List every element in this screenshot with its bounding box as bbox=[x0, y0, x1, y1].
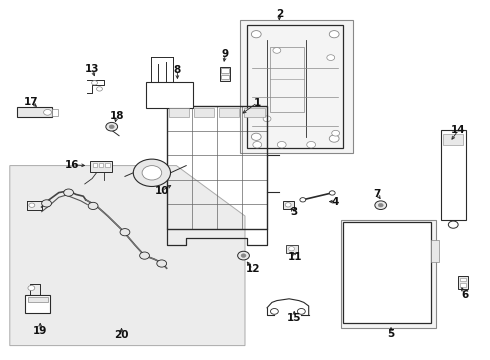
Bar bbox=[93, 163, 97, 167]
Circle shape bbox=[44, 109, 51, 115]
Circle shape bbox=[289, 247, 294, 251]
Bar bbox=[167, 106, 267, 229]
Text: 13: 13 bbox=[85, 64, 99, 74]
Circle shape bbox=[300, 198, 306, 202]
Text: 10: 10 bbox=[154, 186, 169, 196]
Text: 4: 4 bbox=[332, 197, 340, 207]
Circle shape bbox=[120, 229, 130, 236]
Bar bbox=[441, 130, 465, 220]
Circle shape bbox=[277, 141, 286, 148]
Circle shape bbox=[329, 135, 339, 142]
Bar bbox=[52, 109, 58, 116]
Circle shape bbox=[109, 125, 114, 129]
Circle shape bbox=[106, 122, 118, 131]
Circle shape bbox=[448, 221, 458, 228]
Bar bbox=[221, 75, 229, 79]
Text: 2: 2 bbox=[276, 9, 283, 19]
Bar bbox=[270, 47, 304, 112]
Bar bbox=[460, 283, 466, 287]
Circle shape bbox=[64, 189, 74, 196]
Circle shape bbox=[378, 203, 383, 207]
Bar bbox=[341, 220, 436, 328]
Circle shape bbox=[238, 251, 249, 260]
Text: 20: 20 bbox=[114, 330, 129, 340]
Circle shape bbox=[329, 191, 335, 195]
Bar bbox=[343, 222, 431, 323]
Circle shape bbox=[157, 260, 167, 267]
Circle shape bbox=[42, 200, 51, 207]
Circle shape bbox=[97, 87, 102, 91]
Circle shape bbox=[270, 309, 278, 314]
Bar bbox=[28, 297, 48, 302]
Bar bbox=[17, 107, 52, 117]
Bar bbox=[460, 278, 466, 281]
Bar bbox=[247, 25, 343, 148]
Bar bbox=[221, 68, 229, 73]
Circle shape bbox=[285, 203, 291, 207]
Text: 5: 5 bbox=[388, 329, 394, 339]
Circle shape bbox=[297, 309, 305, 314]
Circle shape bbox=[92, 81, 98, 85]
Text: 1: 1 bbox=[254, 98, 261, 108]
Circle shape bbox=[253, 141, 262, 148]
Circle shape bbox=[332, 130, 340, 136]
Bar bbox=[99, 163, 103, 167]
Bar bbox=[283, 201, 294, 209]
Text: 18: 18 bbox=[109, 111, 124, 121]
Bar bbox=[286, 245, 298, 253]
Polygon shape bbox=[10, 166, 245, 346]
Circle shape bbox=[142, 166, 162, 180]
Bar bbox=[169, 108, 189, 117]
Text: 12: 12 bbox=[245, 264, 260, 274]
Text: 6: 6 bbox=[461, 290, 468, 300]
Bar bbox=[105, 163, 110, 167]
Bar bbox=[194, 108, 215, 117]
Text: 7: 7 bbox=[373, 189, 381, 199]
Circle shape bbox=[29, 203, 35, 207]
Circle shape bbox=[307, 141, 316, 148]
Text: 9: 9 bbox=[222, 49, 229, 59]
Circle shape bbox=[329, 31, 339, 38]
Circle shape bbox=[251, 31, 261, 38]
Circle shape bbox=[88, 202, 98, 210]
Text: 3: 3 bbox=[291, 207, 297, 217]
Bar bbox=[443, 134, 463, 145]
Text: 15: 15 bbox=[287, 312, 302, 323]
Bar bbox=[458, 276, 468, 289]
Text: 14: 14 bbox=[451, 125, 465, 135]
Circle shape bbox=[140, 252, 149, 259]
Bar bbox=[431, 240, 439, 262]
Bar bbox=[220, 108, 240, 117]
Text: 17: 17 bbox=[24, 97, 39, 107]
Bar bbox=[146, 82, 193, 108]
Bar bbox=[25, 295, 50, 313]
Text: 11: 11 bbox=[288, 252, 302, 262]
Text: 8: 8 bbox=[174, 65, 181, 75]
Circle shape bbox=[28, 285, 35, 291]
Circle shape bbox=[273, 48, 281, 53]
Circle shape bbox=[263, 116, 271, 122]
Circle shape bbox=[375, 201, 387, 210]
Text: 19: 19 bbox=[33, 326, 48, 336]
Bar bbox=[220, 67, 230, 81]
Bar bbox=[240, 20, 353, 153]
Circle shape bbox=[133, 159, 171, 186]
Bar bbox=[245, 108, 265, 117]
Circle shape bbox=[241, 254, 246, 257]
Circle shape bbox=[327, 55, 335, 60]
Bar bbox=[90, 161, 112, 172]
Text: 16: 16 bbox=[65, 160, 80, 170]
Circle shape bbox=[251, 133, 261, 140]
